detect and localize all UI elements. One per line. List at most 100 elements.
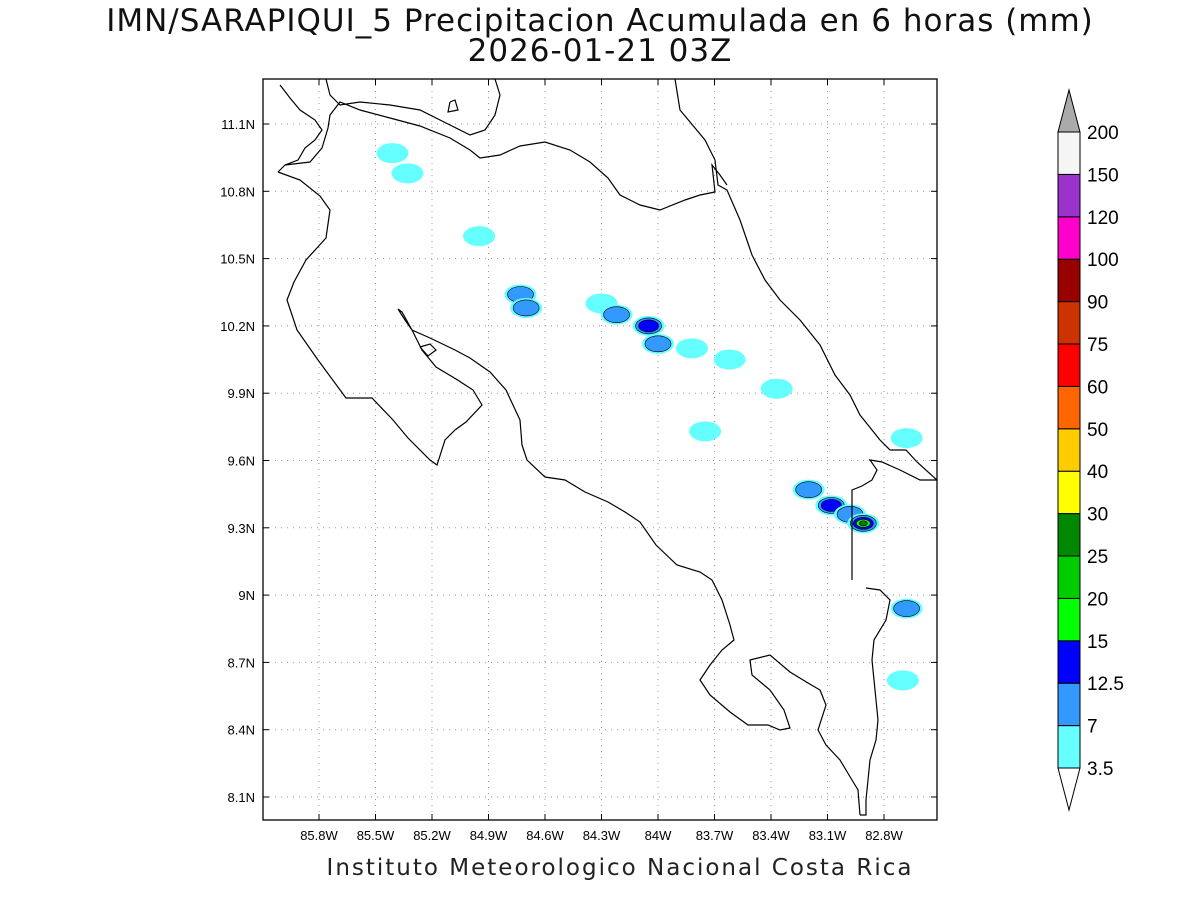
precip-contour [463, 226, 496, 247]
colorbar-legend: 3.5 7 12.5 15 20 25 30 40 50 60 75 90 100 120 150 200 [1057, 88, 1124, 812]
colorbar-swatch [1057, 343, 1081, 387]
lon-tick-label: 85.2W [413, 828, 451, 843]
lon-tick-label: 84.3W [583, 828, 621, 843]
panama-border [851, 459, 937, 580]
precip-contour [391, 163, 424, 184]
colorbar-label: 90 [1087, 293, 1108, 314]
colorbar-top-arrow [1057, 88, 1081, 133]
colorbar-swatch [1057, 173, 1081, 218]
colorbar-label: 15 [1087, 632, 1108, 653]
lat-tick-label: 8.4N [228, 723, 255, 738]
colorbar-label: 25 [1087, 547, 1108, 568]
colorbar-label: 20 [1087, 589, 1108, 610]
precipitation-areas [376, 143, 923, 691]
precip-cell [632, 315, 665, 336]
nicaragua-lake-coast [325, 79, 501, 136]
precip-cell [675, 338, 708, 359]
lat-tick-label: 8.7N [228, 655, 255, 670]
precip-contour [893, 600, 920, 617]
precip-contour [644, 335, 672, 353]
precip-cell [642, 333, 674, 354]
colorbar-swatch [1057, 216, 1081, 260]
colorbar-swatch [1057, 597, 1081, 642]
lon-tick-label: 85.5W [357, 828, 395, 843]
colorbar-label: 100 [1087, 250, 1119, 271]
precip-cell [463, 226, 496, 247]
precip-cell [376, 143, 409, 164]
longitude-axis: 85.8W 85.5W 85.2W 84.9W 84.6W 84.3W 84W 83.7W 83… [300, 79, 904, 843]
precip-contour [512, 299, 540, 317]
precip-contour [795, 481, 822, 498]
precip-contour [760, 378, 793, 399]
lat-tick-label: 9N [238, 588, 255, 603]
colorbar-label: 150 [1087, 165, 1119, 186]
colorbar-bottom-arrow [1057, 767, 1081, 812]
colorbar-label: 30 [1087, 505, 1108, 526]
lat-tick-label: 10.2N [220, 319, 255, 334]
colorbar-label: 200 [1087, 123, 1119, 144]
colorbar-swatch [1057, 640, 1081, 684]
lat-tick-label: 9.6N [228, 454, 255, 469]
map-subtitle-date: 2026-01-21 03Z [467, 33, 733, 69]
lon-tick-label: 83.7W [696, 828, 734, 843]
nicoya-gulf-island [419, 343, 437, 357]
lat-tick-label: 8.1N [228, 790, 255, 805]
osa-golfo-dulce-coast [860, 587, 891, 816]
precip-cell [510, 297, 543, 318]
precip-contour [890, 428, 923, 449]
precip-cell [792, 479, 825, 500]
coastline-borders [277, 79, 937, 816]
lon-tick-label: 84.9W [470, 828, 508, 843]
lat-tick-label: 11.1N [221, 117, 255, 132]
colorbar-label: 40 [1087, 462, 1108, 483]
colorbar-swatch [1057, 258, 1081, 303]
precip-cell [760, 378, 793, 399]
colorbar-swatch [1057, 428, 1081, 472]
map-frame [262, 78, 938, 821]
lon-tick-label: 84W [645, 828, 672, 843]
colorbar-swatch [1057, 301, 1081, 345]
precip-cell [886, 670, 919, 691]
lon-tick-label: 82.8W [865, 828, 903, 843]
lon-tick-label: 84.6W [526, 828, 564, 843]
precip-contour [638, 319, 659, 333]
colorbar-swatch [1057, 470, 1081, 515]
precip-cell [713, 349, 746, 370]
precip-contour [689, 421, 722, 442]
nicaragua-border [277, 84, 728, 211]
colorbar-swatch [1057, 725, 1081, 769]
colorbar-label: 50 [1087, 420, 1108, 441]
precip-contour [603, 306, 630, 323]
precip-cell [847, 513, 880, 534]
lon-tick-label: 83.1W [809, 828, 847, 843]
precip-contour [859, 520, 867, 527]
caribbean-coastline [674, 79, 937, 481]
colorbar-label: 3.5 [1087, 759, 1113, 780]
map-title: IMN/SARAPIQUI_5 Precipitacion Acumulada … [106, 3, 1094, 39]
lat-tick-label: 9.3N [228, 521, 255, 536]
colorbar-swatch [1057, 131, 1081, 175]
precip-contour [713, 349, 746, 370]
map-gridlines [263, 79, 937, 820]
colorbar-label: 12.5 [1087, 674, 1124, 695]
precip-cell [890, 598, 923, 619]
lon-tick-label: 83.4W [752, 828, 790, 843]
colorbar-swatch [1057, 555, 1081, 599]
lat-tick-label: 10.8N [220, 184, 255, 199]
colorbar-label: 60 [1087, 377, 1108, 398]
precip-contour [675, 338, 708, 359]
colorbar-swatch [1057, 513, 1081, 557]
latitude-axis: 11.1N 10.8N 10.5N 10.2N 9.9N 9.6N 9.3N 9N 8.7N 8.… [220, 117, 937, 805]
colorbar-label: 7 [1087, 717, 1098, 738]
precip-cell [689, 421, 722, 442]
pacific-coastline [277, 171, 861, 816]
precip-cell [600, 304, 633, 325]
precip-contour [376, 143, 409, 164]
colorbar-swatch [1057, 385, 1081, 430]
precip-cell [391, 163, 424, 184]
precip-contour [886, 670, 919, 691]
colorbar-swatch [1057, 682, 1081, 727]
lon-tick-label: 85.8W [300, 828, 338, 843]
lat-tick-label: 10.5N [220, 252, 255, 267]
